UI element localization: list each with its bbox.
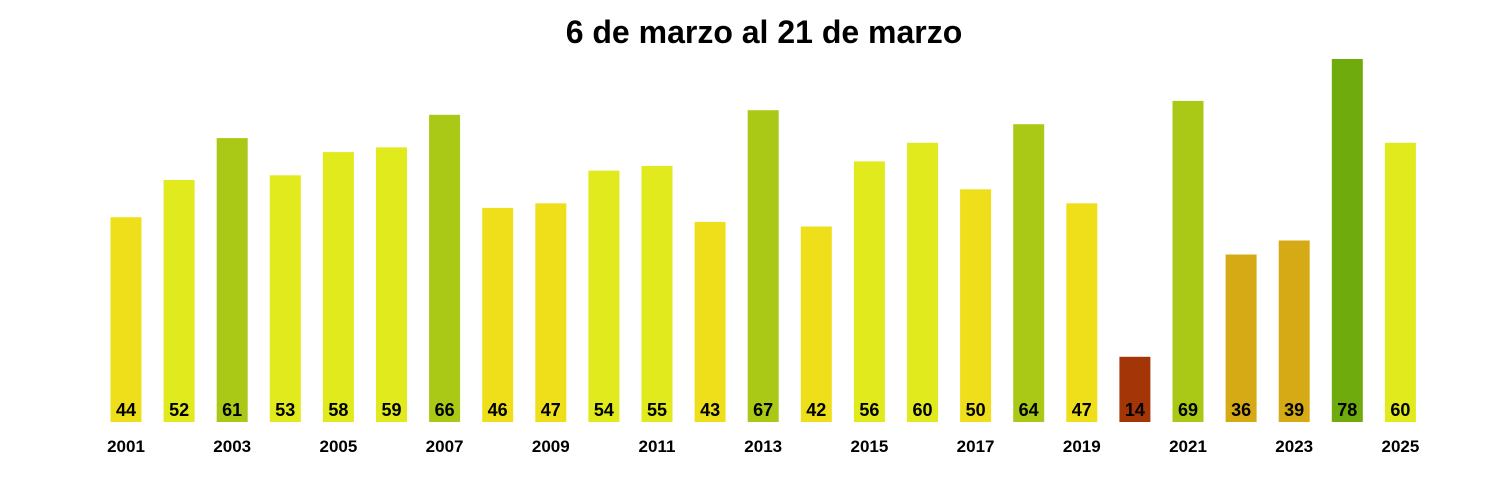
- value-label-2005: 58: [328, 400, 348, 420]
- bar-2008: [482, 207, 514, 422]
- bar-2024: [1331, 59, 1363, 422]
- value-label-2010: 54: [594, 400, 614, 420]
- bars-group: [110, 59, 1416, 423]
- bar-2017: [960, 189, 992, 422]
- bar-2006: [376, 147, 407, 422]
- x-tick-label-2023: 2023: [1275, 437, 1313, 456]
- bar-2018: [1013, 124, 1045, 422]
- value-label-2004: 53: [275, 400, 295, 420]
- bar-2011: [641, 166, 673, 422]
- value-labels-group: 44 52 61 53 58 59 66 46 47 54 55 43 67 42 56 60 50 64 47 14…: [116, 400, 1410, 420]
- bar-2003: [216, 138, 248, 422]
- value-label-2018: 64: [1019, 400, 1039, 420]
- value-label-2009: 47: [541, 400, 561, 420]
- bar-2005: [322, 152, 354, 422]
- x-tick-label-2009: 2009: [532, 437, 570, 456]
- x-tick-label-2007: 2007: [426, 437, 464, 456]
- value-label-2023: 39: [1284, 400, 1304, 420]
- value-label-2013: 67: [753, 400, 773, 420]
- bar-2004: [269, 175, 301, 422]
- bar-2010: [588, 170, 620, 422]
- x-tick-label-2021: 2021: [1169, 437, 1207, 456]
- bar-2007: [429, 114, 461, 423]
- value-label-2017: 50: [966, 400, 986, 420]
- value-label-2006: 59: [381, 400, 401, 420]
- bar-2012: [694, 221, 726, 422]
- value-label-2016: 60: [912, 400, 932, 420]
- value-label-2012: 43: [700, 400, 720, 420]
- value-label-2014: 42: [806, 400, 826, 420]
- bar-2023: [1278, 240, 1310, 422]
- value-label-2025: 60: [1390, 400, 1410, 420]
- x-tick-label-2025: 2025: [1381, 437, 1419, 456]
- bar-2014: [800, 226, 832, 422]
- x-tick-label-2011: 2011: [639, 437, 676, 456]
- x-tick-label-2019: 2019: [1063, 437, 1101, 456]
- value-label-2011: 55: [647, 400, 667, 420]
- bar-2020: [1119, 356, 1151, 422]
- value-label-2020: 14: [1125, 400, 1145, 420]
- x-axis-tick-labels: 2001 2003 2005 2007 2009 2011 2013 2015 2017 2019…: [107, 437, 1419, 456]
- value-label-2008: 46: [488, 400, 508, 420]
- value-label-2003: 61: [222, 400, 242, 420]
- value-label-2022: 36: [1231, 400, 1251, 420]
- x-tick-label-2015: 2015: [850, 437, 888, 456]
- x-tick-label-2005: 2005: [319, 437, 357, 456]
- bar-2009: [535, 203, 567, 422]
- x-tick-label-2013: 2013: [744, 437, 782, 456]
- value-label-2021: 69: [1178, 400, 1198, 420]
- x-tick-label-2017: 2017: [957, 437, 995, 456]
- bar-2025: [1384, 142, 1416, 423]
- value-label-2002: 52: [169, 400, 189, 420]
- x-tick-label-2001: 2001: [107, 437, 145, 456]
- chart-title: 6 de marzo al 21 de marzo: [566, 14, 963, 50]
- bar-2021: [1172, 100, 1204, 423]
- bar-2019: [1066, 203, 1098, 422]
- value-label-2019: 47: [1072, 400, 1092, 420]
- value-label-2001: 44: [116, 400, 136, 420]
- value-label-2015: 56: [859, 400, 879, 420]
- bar-2013: [747, 110, 779, 422]
- bar-2002: [163, 180, 195, 422]
- value-label-2007: 66: [435, 400, 455, 420]
- bar-2015: [853, 161, 885, 422]
- bar-2016: [907, 142, 938, 423]
- value-label-2024: 78: [1337, 400, 1357, 420]
- bar-2022: [1225, 254, 1257, 422]
- bar-2001: [110, 217, 142, 422]
- x-tick-label-2003: 2003: [213, 437, 251, 456]
